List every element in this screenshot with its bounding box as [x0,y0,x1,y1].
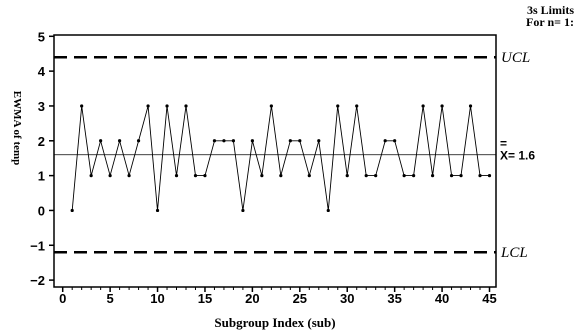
data-point [184,104,188,108]
data-point [118,139,122,143]
x-tick-label: 25 [293,291,307,306]
x-tick-label: 10 [150,291,164,306]
x-axis-title: Subgroup Index (sub) [214,315,335,330]
series-line [71,105,490,211]
x-tick-label: 15 [198,291,212,306]
data-point [298,139,302,143]
data-point [250,139,254,143]
data-point [487,174,492,178]
y-tick-label: −2 [30,273,45,288]
x-tick-label: 0 [59,291,66,306]
plot-frame [53,34,497,288]
data-point [421,104,425,108]
data-point [222,139,226,143]
data-point [241,208,245,213]
data-point [412,174,416,178]
data-point [155,208,160,213]
lcl-label: LCL [500,245,528,261]
x-tick-label: 20 [245,291,259,306]
data-point [364,174,368,178]
data-point [317,139,321,143]
data-point [393,139,397,143]
data-point [440,104,444,108]
y-axis-title: EWMA of temp [11,91,23,166]
data-point [165,104,169,108]
data-point [307,174,311,178]
data-point [402,174,406,178]
y-tick-label: 3 [38,99,45,114]
y-tick-label: 0 [38,203,45,218]
data-point [478,174,482,178]
data-point [193,174,198,178]
x-tick-label: 35 [387,291,401,306]
x-tick-label: 40 [435,291,449,306]
data-point [459,174,463,178]
data-point [231,139,236,143]
y-tick-label: −1 [30,238,45,253]
center-label: X= 1.6 [500,149,535,163]
limits-header-line2: For n= 1: [526,15,574,29]
data-point [269,104,273,108]
data-point [146,104,150,108]
data-point [80,104,84,108]
data-point [127,174,131,178]
data-point [99,139,103,143]
y-tick-label: 4 [38,64,46,79]
data-point [174,174,179,178]
limits-header-line1: 3s Limits [527,3,574,17]
data-point [260,174,264,178]
data-point [336,104,340,108]
ucl-label: UCL [501,50,530,66]
center-double-bar-symbol: = [500,137,507,151]
data-point [136,139,141,143]
data-point [212,139,217,143]
y-axis-ticks: −2 −1 0 1 2 3 4 5 [30,29,54,288]
data-point [288,139,292,143]
data-point [345,174,349,178]
data-point [355,104,359,108]
x-axis-ticks: 0 5 10 15 20 25 30 35 40 45 [59,287,497,306]
data-point [279,174,283,178]
data-point [108,174,112,178]
data-point [374,174,378,178]
x-tick-label: 5 [107,291,114,306]
data-point [449,174,454,178]
y-tick-label: 2 [38,134,45,149]
data-point [468,104,473,108]
data-point [89,174,93,178]
series-points [70,104,492,213]
x-tick-label: 30 [340,291,354,306]
data-point [203,174,207,178]
data-point [430,174,435,178]
data-point [326,208,330,213]
data-point [383,139,387,143]
y-tick-label: 5 [38,29,45,44]
x-tick-label: 45 [482,291,496,306]
y-tick-label: 1 [38,169,45,184]
data-point [70,208,74,213]
